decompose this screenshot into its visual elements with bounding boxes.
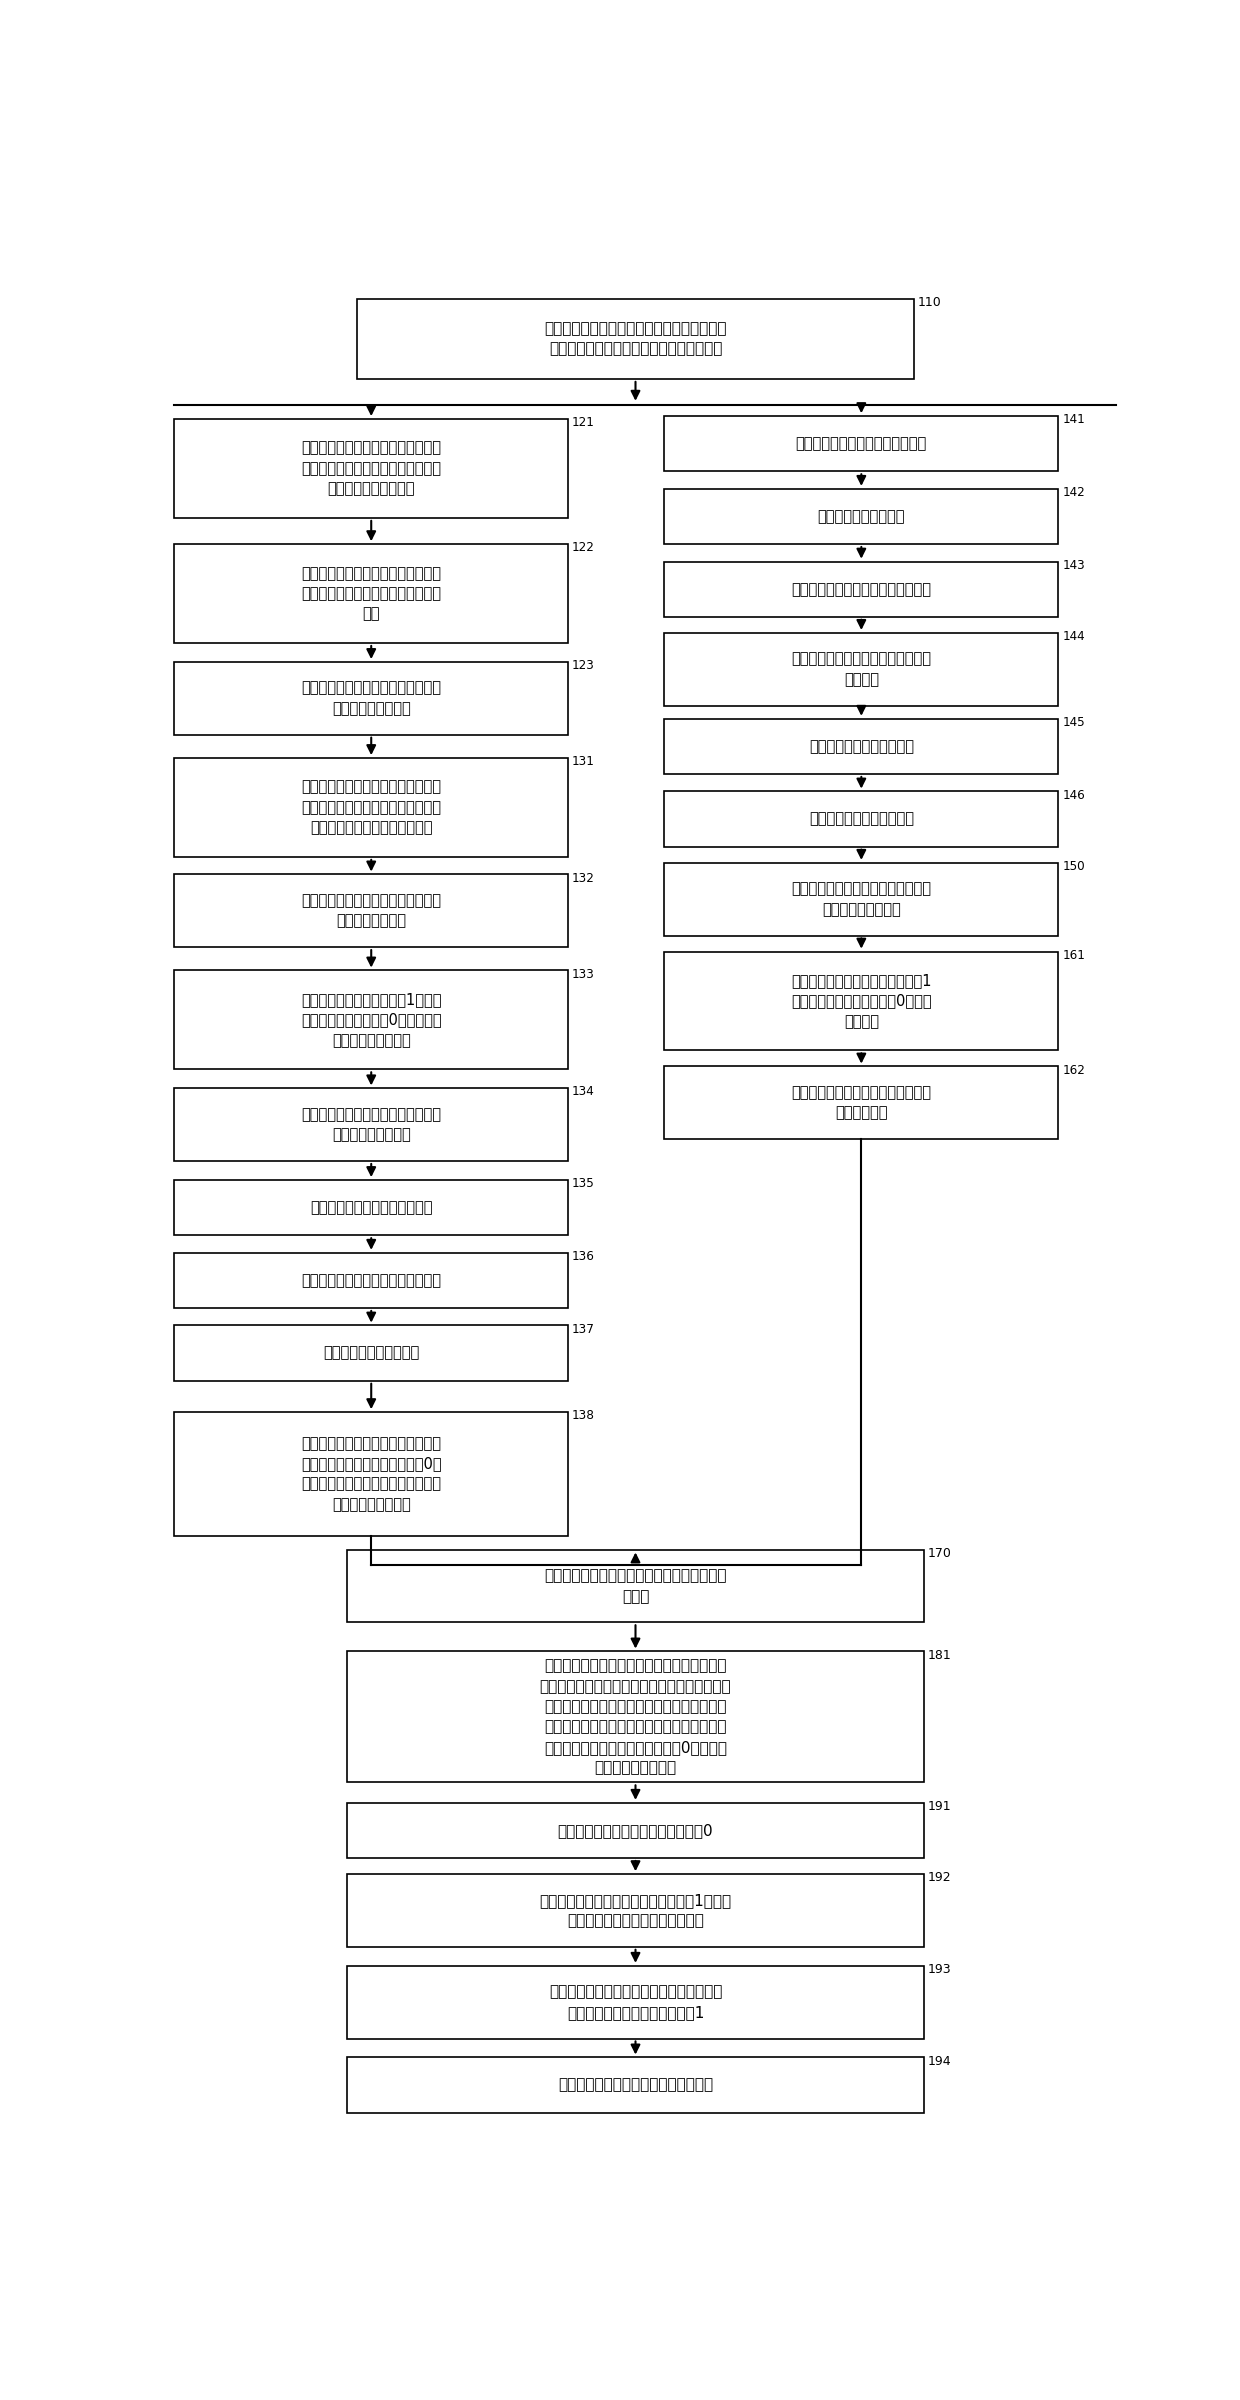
Text: 161: 161 [1063, 948, 1085, 962]
Text: 142: 142 [1063, 485, 1085, 499]
FancyBboxPatch shape [665, 1066, 1058, 1140]
Text: 137: 137 [572, 1322, 595, 1334]
Text: 141: 141 [1063, 413, 1085, 427]
FancyBboxPatch shape [347, 1651, 924, 1783]
FancyBboxPatch shape [347, 2057, 924, 2112]
Text: 192: 192 [928, 1872, 951, 1884]
Text: 110: 110 [918, 295, 942, 310]
FancyBboxPatch shape [347, 1550, 924, 1622]
FancyBboxPatch shape [174, 662, 568, 734]
Text: 确定视频帧的边缘方向: 确定视频帧的边缘方向 [817, 509, 905, 523]
Text: 对于视频帧中的任意一个像素点，获
取初始状态的目标背景图中与像素点
位置对应的背景像素点: 对于视频帧中的任意一个像素点，获 取初始状态的目标背景图中与像素点 位置对应的背… [301, 442, 441, 497]
FancyBboxPatch shape [174, 1325, 568, 1380]
Text: 146: 146 [1063, 790, 1085, 802]
Text: 138: 138 [572, 1409, 595, 1423]
Text: 170: 170 [928, 1546, 951, 1560]
FancyBboxPatch shape [174, 1411, 568, 1536]
Text: 定义报警变量，报警变量的初始值为0: 定义报警变量，报警变量的初始值为0 [558, 1824, 713, 1838]
Text: 193: 193 [928, 1963, 951, 1975]
FancyBboxPatch shape [174, 545, 568, 643]
FancyBboxPatch shape [347, 1802, 924, 1858]
Text: 根据确定出的所有待定前景像素点，
得到待定前景像素图: 根据确定出的所有待定前景像素点， 得到待定前景像素图 [301, 682, 441, 715]
Text: 145: 145 [1063, 715, 1085, 730]
Text: 当待定前景像素图的取值为1并且扩
展前景像素图的取值为0时，利用视
频帧替换目标背景图: 当待定前景像素图的取值为1并且扩 展前景像素图的取值为0时，利用视 频帧替换目标… [301, 991, 441, 1049]
Text: 当像素点与背景像素点之间满足预定
条件时，将像素点确定为待定前景像
素点: 当像素点与背景像素点之间满足预定 条件时，将像素点确定为待定前景像 素点 [301, 566, 441, 622]
FancyBboxPatch shape [174, 1253, 568, 1308]
FancyBboxPatch shape [347, 1874, 924, 1946]
Text: 135: 135 [572, 1176, 595, 1190]
FancyBboxPatch shape [665, 950, 1058, 1051]
Text: 在目标前景像素图中搜索连通域: 在目标前景像素图中搜索连通域 [310, 1200, 433, 1214]
Text: 获取电梯轿厢内的拍摄视频和目标背景图，目
标背景图的初始状态为空轿厢对应的视频帧: 获取电梯轿厢内的拍摄视频和目标背景图，目 标背景图的初始状态为空轿厢对应的视频帧 [544, 322, 727, 358]
FancyBboxPatch shape [357, 300, 914, 379]
Text: 123: 123 [572, 660, 595, 672]
FancyBboxPatch shape [174, 1181, 568, 1236]
FancyBboxPatch shape [665, 562, 1058, 617]
Text: 统计预定区域内在边缘图中的值为1
并且在边缘背景图中的值为0的像素
点的数量: 统计预定区域内在边缘图中的值为1 并且在边缘背景图中的值为0的像素 点的数量 [791, 972, 931, 1030]
FancyBboxPatch shape [347, 1966, 924, 2038]
Text: 121: 121 [572, 415, 595, 430]
FancyBboxPatch shape [665, 718, 1058, 775]
FancyBboxPatch shape [665, 415, 1058, 470]
FancyBboxPatch shape [665, 634, 1058, 706]
Text: 194: 194 [928, 2054, 951, 2066]
Text: 将拍摄视频中的电梯轿厢划分为上部区域和下
部区域: 将拍摄视频中的电梯轿厢划分为上部区域和下 部区域 [544, 1567, 727, 1603]
Text: 133: 133 [572, 967, 595, 982]
Text: 对求导的结果进行非极大值抑制，得
到极值点: 对求导的结果进行非极大值抑制，得 到极值点 [791, 650, 931, 686]
Text: 计算替换的像素点的数量与视频帧的
像素点的数量的比值: 计算替换的像素点的数量与视频帧的 像素点的数量的比值 [301, 1106, 441, 1142]
Text: 根据待选边缘点得到边缘图: 根据待选边缘点得到边缘图 [808, 811, 914, 826]
Text: 131: 131 [572, 756, 595, 768]
FancyBboxPatch shape [665, 490, 1058, 545]
Text: 将视频帧与高斯函数进行卷积运算: 将视频帧与高斯函数进行卷积运算 [796, 437, 928, 451]
Text: 对初始状态的目标背景图进行边缘检
测，得到边缘背景图: 对初始状态的目标背景图进行边缘检 测，得到边缘背景图 [791, 881, 931, 917]
Text: 将统计的像素点的数量确定为边缘前
景的像素数量: 将统计的像素点的数量确定为边缘前 景的像素数量 [791, 1085, 931, 1121]
FancyBboxPatch shape [665, 862, 1058, 936]
Text: 181: 181 [928, 1649, 951, 1661]
Text: 统计剩余的连通域的数量: 统计剩余的连通域的数量 [324, 1346, 419, 1361]
Text: 162: 162 [1063, 1063, 1085, 1078]
Text: 132: 132 [572, 871, 595, 886]
Text: 当出现一个备选倒地帧时，报警变量加1，报警
变量累加至预定限幅值时不再增加: 当出现一个备选倒地帧时，报警变量加1，报警 变量累加至预定限幅值时不再增加 [539, 1894, 732, 1927]
FancyBboxPatch shape [174, 758, 568, 857]
Text: 对目标前景像素图进行膨胀运算，得
到扩展前景像素图: 对目标前景像素图进行膨胀运算，得 到扩展前景像素图 [301, 893, 441, 929]
Text: 将极值点确定为待选边缘点: 将极值点确定为待选边缘点 [808, 739, 914, 754]
Text: 当报警变量超过报警门限值时进行报警: 当报警变量超过报警门限值时进行报警 [558, 2078, 713, 2093]
Text: 191: 191 [928, 1800, 951, 1812]
Text: 在边缘方向上对卷积运算的结果求导: 在边缘方向上对卷积运算的结果求导 [791, 581, 931, 598]
Text: 122: 122 [572, 540, 595, 554]
FancyBboxPatch shape [174, 874, 568, 948]
Text: 144: 144 [1063, 629, 1085, 643]
FancyBboxPatch shape [174, 1087, 568, 1162]
Text: 当同时满足上部区域内的前景像素的数量小于
第一预定阈值、下部区域内的前景像素的数量与
上部区域内的前景像素的数量大于第二预定阈
值、上部区域内的边缘前景的像素数: 当同时满足上部区域内的前景像素的数量小于 第一预定阈值、下部区域内的前景像素的数… [539, 1658, 732, 1776]
FancyBboxPatch shape [174, 970, 568, 1070]
Text: 当上部区域内的边缘前景的像素数量大于等
于第三预定阈值时，报警变量减1: 当上部区域内的边缘前景的像素数量大于等 于第三预定阈值时，报警变量减1 [549, 1985, 722, 2021]
Text: 136: 136 [572, 1250, 595, 1262]
FancyBboxPatch shape [174, 420, 568, 518]
Text: 将面积小于预定数值的连通域过滤掉: 将面积小于预定数值的连通域过滤掉 [301, 1272, 441, 1289]
Text: 150: 150 [1063, 859, 1085, 874]
Text: 143: 143 [1063, 559, 1085, 571]
FancyBboxPatch shape [665, 792, 1058, 847]
Text: 对待定前景像素图进行腐蚀膨胀运算
，得到目标前景像素图，腐蚀膨胀运
算包括一次开运算和一次闭运算: 对待定前景像素图进行腐蚀膨胀运算 ，得到目标前景像素图，腐蚀膨胀运 算包括一次开… [301, 780, 441, 835]
Text: 当连续预定数量的视频帧满足比值小
于预定比值并且连通域的数量为0时
，确定电梯轿厢为空轿厢，将目标背
景图重置为初始状态: 当连续预定数量的视频帧满足比值小 于预定比值并且连通域的数量为0时 ，确定电梯轿… [301, 1435, 441, 1512]
Text: 134: 134 [572, 1085, 595, 1099]
